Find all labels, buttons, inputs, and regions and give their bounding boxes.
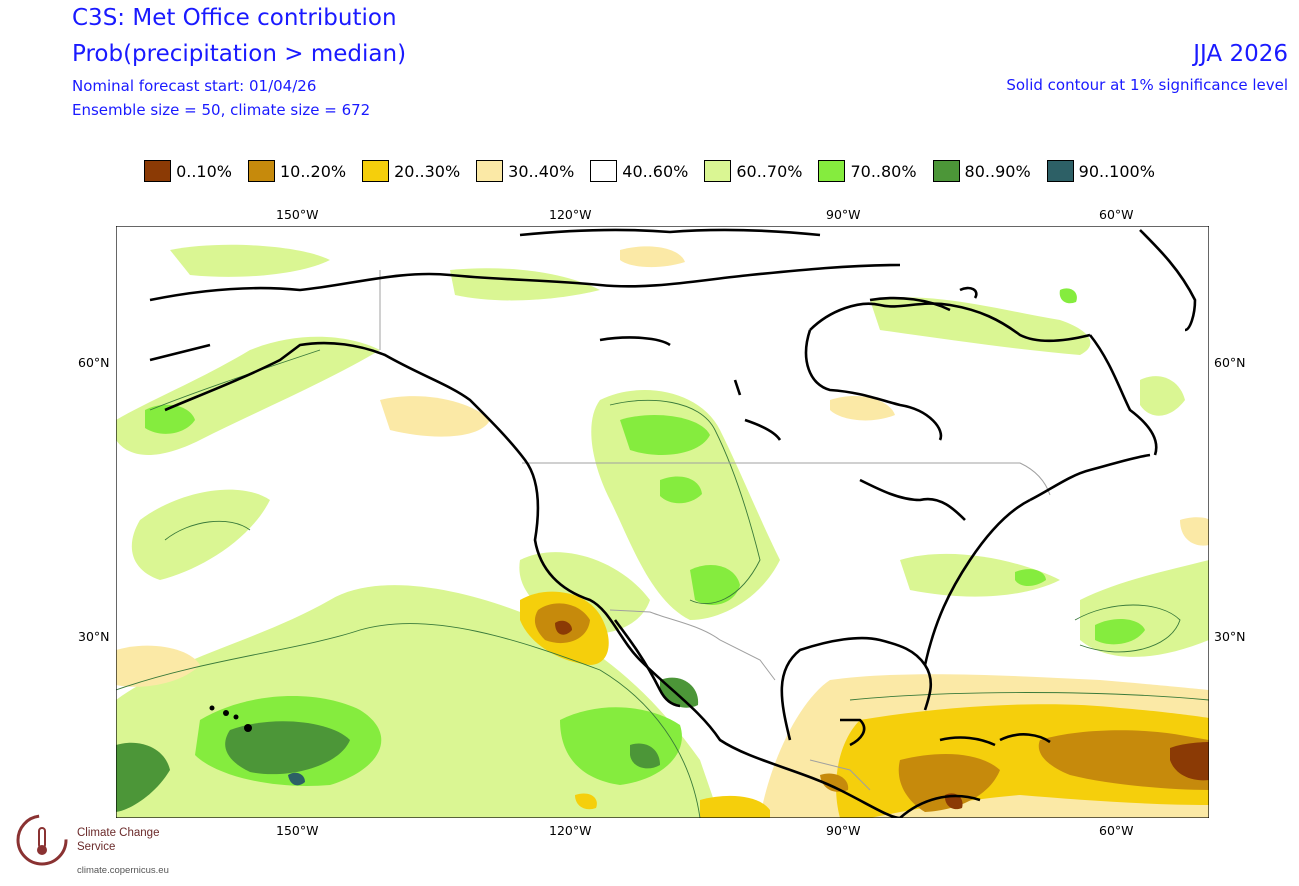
lon-tick-top-120w: 120°W [549,207,592,222]
legend-label-80-90: 80..90% [964,161,1031,181]
significance-note: Solid contour at 1% significance level [1006,76,1288,94]
legend-item-30-40: 30..40% [476,160,574,182]
map-title: C3S: Met Office contribution [72,5,397,31]
hawaii-islands [209,705,252,732]
map-subtitle: Prob(precipitation > median) [72,41,407,67]
legend-label-60-70: 60..70% [736,161,803,181]
copernicus-logo-icon [16,814,68,866]
legend-label-10-20: 10..20% [279,161,347,181]
legend-item-70-80: 70..80% [818,160,917,182]
legend-label-70-80: 70..80% [850,161,917,181]
coastlines [149,228,1197,818]
legend-swatch-0-10 [144,160,172,182]
map-field [116,226,1209,818]
lon-tick-top-150w: 150°W [276,207,319,222]
legend-swatch-30-40 [476,160,504,182]
legend-item-0-10: 0..10% [144,160,232,182]
lat-tick-left-30n: 30°N [78,629,110,644]
ensemble-size-text: Ensemble size = 50, climate size = 672 [72,101,371,119]
color-legend: 0..10% 10..20% 20..30% 30..40% 40..60% 6… [0,160,1299,182]
lon-tick-bottom-60w: 60°W [1099,823,1134,838]
legend-swatch-90-100 [1046,160,1074,182]
logo-url: climate.copernicus.eu [77,865,169,876]
lon-tick-bottom-120w: 120°W [549,823,592,838]
legend-swatch-10-20 [247,160,275,182]
legend-item-40-60: 40..60% [590,160,688,182]
legend-label-20-30: 20..30% [394,161,461,181]
lon-tick-top-90w: 90°W [826,207,861,222]
legend-label-90-100: 90..100% [1078,161,1155,181]
legend-label-40-60: 40..60% [622,161,689,181]
legend-swatch-80-90 [932,160,960,182]
legend-item-80-90: 80..90% [932,160,1031,182]
legend-item-20-30: 20..30% [362,160,460,182]
lat-tick-right-60n: 60°N [1214,355,1246,370]
forecast-start-text: Nominal forecast start: 01/04/26 [72,77,317,95]
legend-label-0-10: 0..10% [176,161,232,181]
significance-contours [116,349,1209,818]
lat-tick-right-30n: 30°N [1214,629,1246,644]
logo-service-name: Climate Change Service [77,827,160,853]
legend-swatch-70-80 [818,160,846,182]
legend-swatch-40-60 [590,160,618,182]
legend-swatch-20-30 [362,160,390,182]
season-label: JJA 2026 [1193,41,1288,67]
prob-0-10-regions [555,620,1209,810]
legend-item-90-100: 90..100% [1046,160,1155,182]
legend-label-30-40: 30..40% [508,161,575,181]
prob-80-90-regions [116,677,699,812]
lon-tick-top-60w: 60°W [1099,207,1134,222]
lon-tick-bottom-90w: 90°W [826,823,861,838]
legend-swatch-60-70 [704,160,732,182]
prob-90-100-regions [288,772,305,786]
lon-tick-bottom-150w: 150°W [276,823,319,838]
legend-item-60-70: 60..70% [704,160,802,182]
legend-item-10-20: 10..20% [247,160,347,182]
lat-tick-left-60n: 60°N [78,355,110,370]
